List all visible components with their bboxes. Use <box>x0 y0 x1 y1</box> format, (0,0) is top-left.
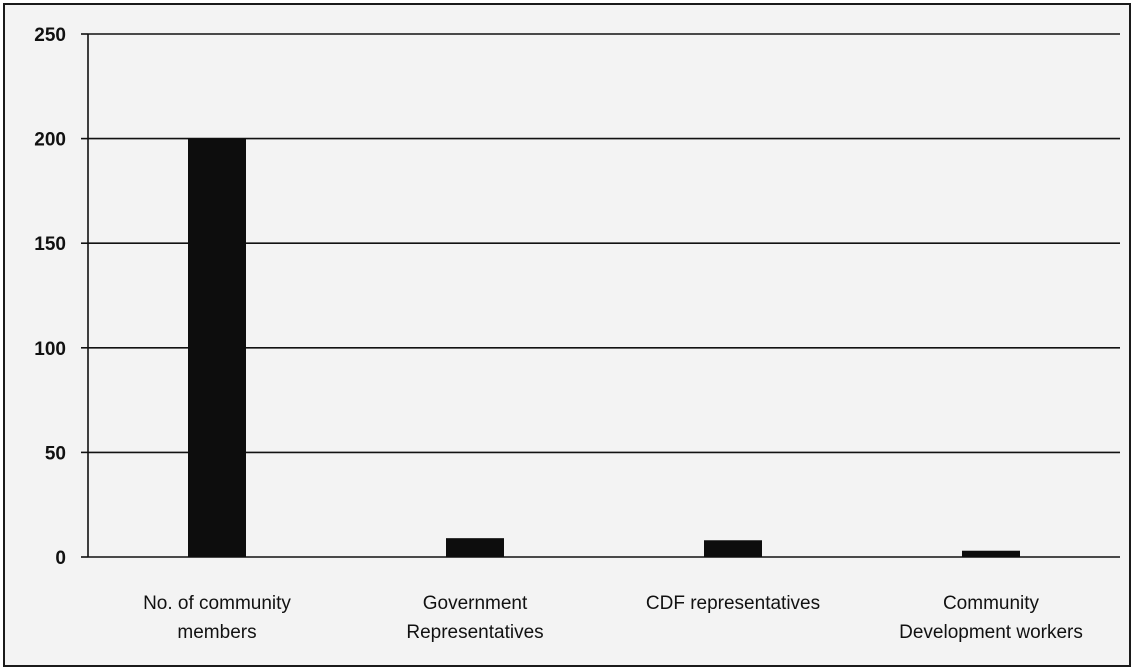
y-tick-label-100: 100 <box>34 339 66 360</box>
bar-3 <box>962 550 1020 557</box>
bars <box>188 138 1020 557</box>
category-label-1: Government Representatives <box>406 593 543 643</box>
bar-0 <box>188 138 246 557</box>
category-label-0: No. of community members <box>143 593 291 643</box>
y-tick-label-50: 50 <box>45 443 66 464</box>
gridlines <box>88 33 1120 558</box>
category-labels: No. of community members Government Represe… <box>143 593 1083 643</box>
y-tick-label-200: 200 <box>34 130 66 151</box>
y-tick-label-0: 0 <box>55 548 66 569</box>
y-tick-label-250: 250 <box>34 25 66 46</box>
y-tick-label-150: 150 <box>34 234 66 255</box>
category-label-2: CDF representatives <box>646 593 820 614</box>
y-axis: 0 50 100 150 200 250 <box>34 25 89 569</box>
category-label-3: Community Development workers <box>899 593 1083 643</box>
bar-1 <box>446 538 504 557</box>
bar-2 <box>704 540 762 557</box>
